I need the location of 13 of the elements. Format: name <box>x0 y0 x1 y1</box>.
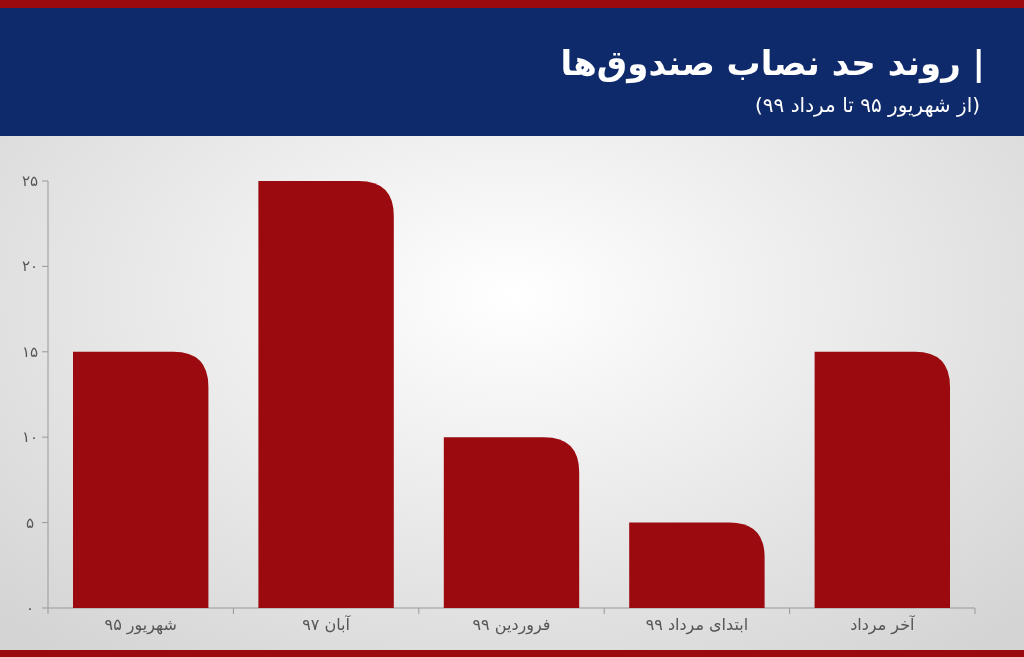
y-tick-label: ۱۰ <box>21 428 39 447</box>
y-tick-label: ۱۵ <box>21 342 39 361</box>
chart-title: | روند حد نصاب صندوق‌ها <box>560 43 985 84</box>
x-tick-label: ابتدای مرداد ۹۹ <box>645 615 749 635</box>
y-tick-label: ۰ <box>25 599 35 617</box>
x-tick-label: آبان ۹۷ <box>302 615 352 634</box>
y-tick-label: ۲۰ <box>21 257 39 276</box>
chart-subtitle: (از شهریور ۹۵ تا مرداد ۹۹) <box>755 93 980 117</box>
y-tick-label: ۵ <box>25 513 35 532</box>
y-tick-label: ۲۵ <box>21 172 39 190</box>
x-tick-label: آخر مرداد <box>850 615 917 635</box>
x-tick-label: فروردین ۹۹ <box>472 615 551 635</box>
x-tick-label: شهریور ۹۵ <box>104 615 177 635</box>
